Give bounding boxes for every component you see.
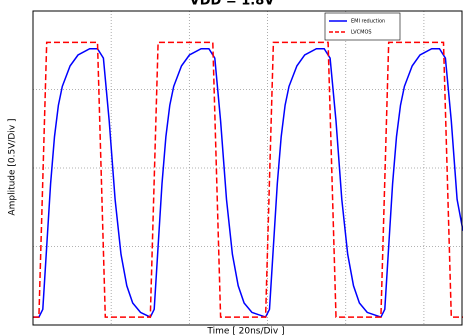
y-axis-label: Amplitude [0.5V/Div ]: [8, 118, 18, 215]
chart-title: VDD = 1.8V: [190, 0, 275, 9]
series-line: [33, 41, 463, 318]
x-axis-label: Time [ 20ns/Div ]: [206, 327, 284, 335]
legend-label: EMI reduction: [351, 19, 385, 25]
legend-label: LVCMOS: [351, 30, 372, 36]
plot-frame: [32, 10, 463, 326]
legend-box: [324, 12, 401, 41]
series-line: [33, 47, 463, 319]
